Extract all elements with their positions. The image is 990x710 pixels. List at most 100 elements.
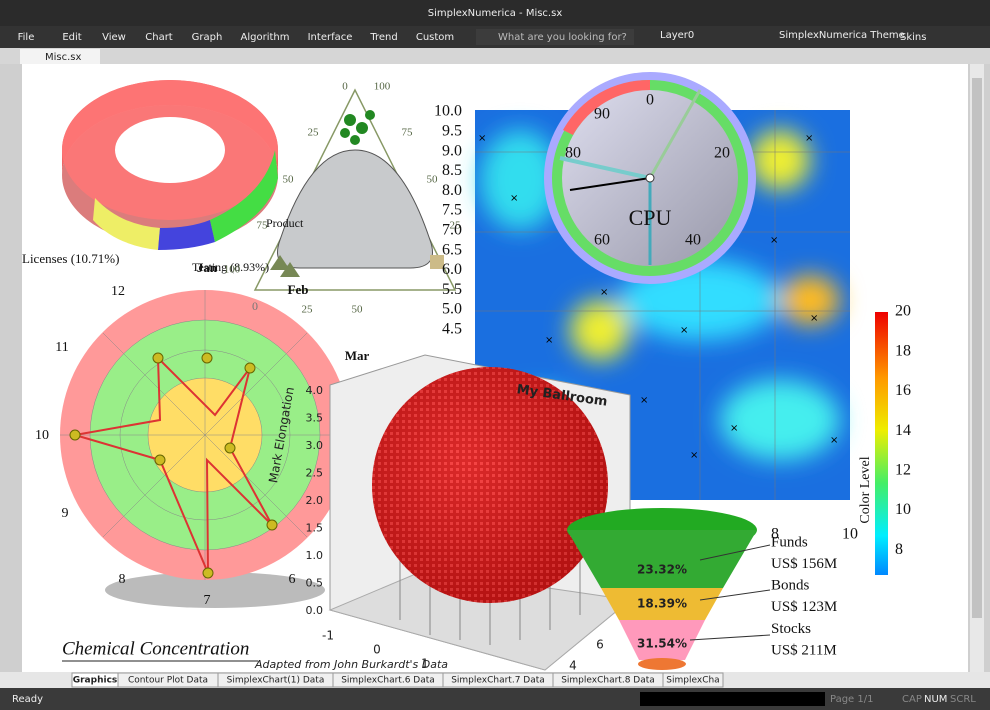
polar-zero: 0 bbox=[252, 299, 258, 313]
sheet-tab-label[interactable]: SimplexChart.6 Data bbox=[341, 676, 435, 686]
menu-item[interactable]: Edit bbox=[62, 32, 81, 43]
x-tick-label: 8 bbox=[771, 526, 779, 543]
gauge-tick: 90 bbox=[594, 106, 610, 123]
donut-label: Testing (8.93%) bbox=[192, 260, 269, 274]
polar-month: Jan bbox=[197, 260, 218, 275]
ternary-tick: 0 bbox=[342, 81, 348, 93]
y-tick-label: 7.5 bbox=[442, 202, 462, 219]
menu-item[interactable]: View bbox=[102, 32, 126, 43]
menu-item[interactable]: Chart bbox=[145, 32, 173, 43]
y-tick-label: 0.0 bbox=[306, 604, 324, 617]
colorbar bbox=[875, 312, 888, 575]
menu-item[interactable]: Graph bbox=[192, 32, 223, 43]
x-tick-label: 1 bbox=[421, 657, 429, 671]
gauge-tick: 80 bbox=[565, 145, 581, 162]
colorbar-tick: 20 bbox=[895, 303, 911, 320]
donut-chart bbox=[62, 80, 278, 250]
polar-tick: 12 bbox=[111, 284, 125, 299]
y-tick-label: 6.0 bbox=[442, 261, 462, 278]
sheet-tab-label[interactable]: SimplexChart(1) Data bbox=[227, 676, 325, 686]
y-tick-label: 0.5 bbox=[306, 577, 324, 590]
ternary-tick: 100 bbox=[374, 81, 391, 93]
sheet-tab-label[interactable]: Contour Plot Data bbox=[128, 676, 208, 686]
polar-tick: 11 bbox=[55, 340, 68, 355]
y-tick-label: 9.5 bbox=[442, 122, 462, 139]
colorbar-tick: 16 bbox=[895, 382, 911, 399]
y-tick-label: 3.0 bbox=[306, 439, 324, 452]
tab-row bbox=[0, 48, 990, 64]
x-tick-label: 0 bbox=[373, 643, 381, 657]
menu-item[interactable]: Algorithm bbox=[241, 32, 290, 43]
ternary-tick: 25 bbox=[308, 127, 320, 139]
funnel-label: US$ 123M bbox=[771, 599, 837, 615]
polar-tick: 9 bbox=[62, 506, 69, 521]
menu-item[interactable]: Interface bbox=[308, 32, 353, 43]
svg-text:×: × bbox=[510, 193, 518, 204]
funnel-label: Stocks bbox=[771, 621, 811, 637]
status-num: NUM bbox=[924, 694, 947, 705]
svg-text:×: × bbox=[770, 235, 778, 246]
sheet-tab-label[interactable]: SimplexCha bbox=[666, 676, 719, 686]
search-placeholder[interactable]: What are you looking for? bbox=[498, 32, 627, 43]
funnel-label: Bonds bbox=[771, 578, 810, 594]
y-tick-label: 9.0 bbox=[442, 142, 462, 159]
status-text: Ready bbox=[12, 694, 43, 705]
funnel-label: US$ 156M bbox=[771, 556, 837, 572]
y-tick-label: 2.5 bbox=[306, 467, 324, 480]
gauge-tick: 40 bbox=[685, 232, 701, 249]
ternary-chart bbox=[253, 88, 457, 291]
y-tick-label: 5.5 bbox=[442, 281, 462, 298]
svg-text:×: × bbox=[600, 287, 608, 298]
sheet-tab-label[interactable]: Graphics bbox=[73, 676, 118, 686]
svg-text:×: × bbox=[545, 335, 553, 346]
theme-select[interactable]: SimplexNumerica Theme bbox=[779, 30, 905, 41]
gauge-tick: 0 bbox=[646, 92, 654, 109]
y-tick-label: 1.0 bbox=[306, 549, 324, 562]
status-cap: CAP bbox=[902, 694, 922, 705]
cpu-gauge bbox=[544, 72, 756, 284]
ballroom-3d bbox=[328, 354, 632, 671]
svg-text:×: × bbox=[478, 133, 486, 144]
sheet-tab-label[interactable]: SimplexChart.7 Data bbox=[451, 676, 545, 686]
funnel-percent: 31.54% bbox=[637, 637, 687, 651]
y-tick-label: 2.0 bbox=[306, 494, 324, 507]
skins-button[interactable]: Skins bbox=[900, 32, 926, 43]
doc-tab-label[interactable]: Misc.sx bbox=[45, 52, 82, 63]
ternary-tick: 75 bbox=[257, 220, 269, 232]
menu-item[interactable]: File bbox=[18, 32, 35, 43]
layer-select[interactable]: Layer0 bbox=[660, 30, 694, 41]
caption: Chemical Concentration bbox=[62, 638, 249, 659]
menu-item[interactable]: Custom bbox=[416, 32, 454, 43]
menu-item[interactable]: Trend bbox=[369, 32, 397, 43]
y-tick-label: 8.0 bbox=[442, 182, 462, 199]
svg-text:×: × bbox=[730, 423, 738, 434]
svg-text:×: × bbox=[680, 325, 688, 336]
doc-tab[interactable] bbox=[20, 49, 100, 64]
ternary-tick: 25 bbox=[450, 220, 462, 232]
svg-text:×: × bbox=[810, 313, 818, 324]
y-tick-label: 10.0 bbox=[434, 103, 462, 120]
status-page: Page 1/1 bbox=[830, 694, 873, 705]
progress bbox=[640, 692, 825, 706]
sheet-tab-label[interactable]: SimplexChart.8 Data bbox=[561, 676, 655, 686]
colorbar-tick: 14 bbox=[895, 422, 911, 439]
colorbar-tick: 18 bbox=[895, 342, 911, 359]
ternary-tick: 25 bbox=[302, 304, 314, 316]
x-tick-label: 6 bbox=[596, 638, 604, 652]
x-tick-label: 4 bbox=[569, 659, 577, 673]
donut-label: Licenses (10.71%) bbox=[22, 251, 119, 266]
polar-month: Feb bbox=[288, 282, 309, 297]
x-tick-label: -1 bbox=[322, 629, 334, 643]
polar-chart bbox=[60, 290, 350, 608]
polar-tick: 6 bbox=[289, 572, 296, 587]
y-tick-label: 3.5 bbox=[306, 412, 324, 425]
funnel-percent: 23.32% bbox=[637, 563, 687, 577]
search-box[interactable] bbox=[476, 29, 634, 45]
y-tick-label: 1.5 bbox=[306, 522, 324, 535]
sheet-tab[interactable] bbox=[662, 672, 724, 688]
credit: Adapted from John Burkardt's Data bbox=[254, 658, 448, 671]
y-tick-label: 5.0 bbox=[442, 301, 462, 318]
scroll-thumb[interactable] bbox=[972, 78, 982, 618]
colorbar-tick: 12 bbox=[895, 461, 911, 478]
